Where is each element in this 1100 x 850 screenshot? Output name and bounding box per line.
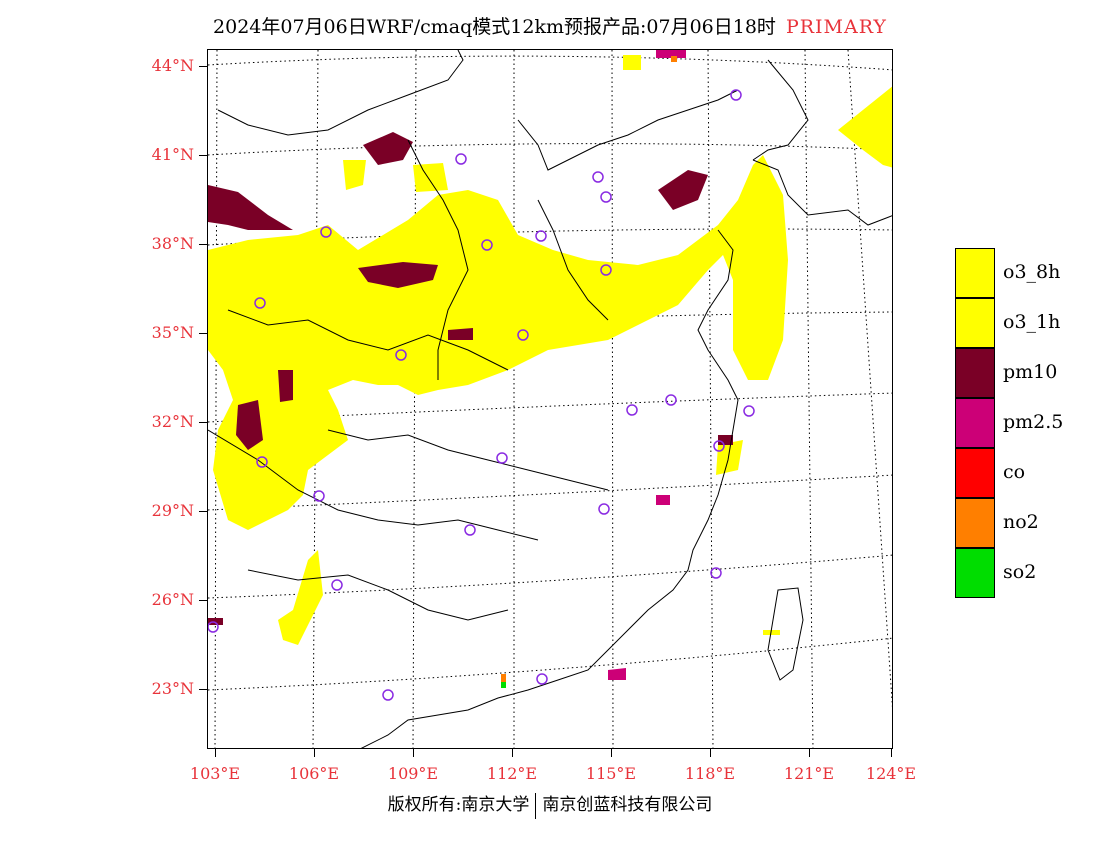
map-title: 2024年07月06日WRF/cmaq模式12km预报产品:07月06日18时 P… <box>0 12 1100 39</box>
legend-swatch <box>955 348 995 398</box>
lat-tick <box>199 66 207 67</box>
title-primary-tag: PRIMARY <box>785 16 887 38</box>
legend-label: o3_8h <box>1003 261 1061 283</box>
lat-label-23: 23°N <box>151 679 194 698</box>
lat-tick <box>199 333 207 334</box>
footer-left: 版权所有:南京大学 <box>387 795 530 815</box>
pm10-regions <box>208 132 733 625</box>
station-markers <box>208 89 755 701</box>
o3-regions <box>208 55 892 645</box>
lon-tick <box>891 749 892 757</box>
boundaries <box>208 50 892 748</box>
lon-label-121: 121°E <box>783 764 835 783</box>
graticule <box>208 50 892 748</box>
lat-label-38: 38°N <box>151 234 194 253</box>
lon-tick <box>413 749 414 757</box>
map-panel[interactable] <box>207 49 893 749</box>
legend-swatch <box>955 448 995 498</box>
lat-label-44: 44°N <box>151 56 194 75</box>
lat-label-35: 35°N <box>151 323 194 342</box>
title-main: 2024年07月06日WRF/cmaq模式12km预报产品:07月06日18时 <box>213 16 776 38</box>
lat-label-32: 32°N <box>151 412 194 431</box>
lon-label-115: 115°E <box>585 764 637 783</box>
lon-label-109: 109°E <box>387 764 439 783</box>
lon-tick <box>512 749 513 757</box>
legend-swatch <box>955 398 995 448</box>
no2-cell <box>501 674 506 682</box>
lon-tick <box>710 749 711 757</box>
lat-label-41: 41°N <box>151 145 194 164</box>
footer-right: 南京创蓝科技有限公司 <box>542 795 713 815</box>
lon-tick <box>809 749 810 757</box>
lon-label-106: 106°E <box>288 764 340 783</box>
lat-tick <box>199 600 207 601</box>
lon-label-112: 112°E <box>486 764 538 783</box>
lon-label-103: 103°E <box>189 764 241 783</box>
so2-cell <box>501 682 506 688</box>
lat-tick <box>199 244 207 245</box>
legend-label: co <box>1003 461 1026 483</box>
lon-tick <box>314 749 315 757</box>
footer-separator <box>535 792 537 819</box>
lat-label-29: 29°N <box>151 501 194 520</box>
map-canvas <box>208 50 892 748</box>
copyright-footer: 版权所有:南京大学 南京创蓝科技有限公司 <box>0 790 1100 819</box>
no2-cell <box>671 56 677 62</box>
lon-tick <box>611 749 612 757</box>
legend-label: o3_1h <box>1003 311 1061 333</box>
legend-label: no2 <box>1003 511 1039 533</box>
legend-swatch <box>955 248 995 298</box>
lat-tick <box>199 511 207 512</box>
legend-swatch <box>955 498 995 548</box>
lon-label-124: 124°E <box>865 764 917 783</box>
lon-tick <box>215 749 216 757</box>
legend-label: pm10 <box>1003 361 1058 383</box>
lat-label-26: 26°N <box>151 590 194 609</box>
legend-label: so2 <box>1003 561 1037 583</box>
lon-label-118: 118°E <box>684 764 736 783</box>
legend-swatch <box>955 298 995 348</box>
lat-tick <box>199 155 207 156</box>
pm25-regions <box>608 50 686 680</box>
legend-swatch <box>955 548 995 598</box>
lat-tick <box>199 689 207 690</box>
lat-tick <box>199 422 207 423</box>
legend-label: pm2.5 <box>1003 411 1064 433</box>
